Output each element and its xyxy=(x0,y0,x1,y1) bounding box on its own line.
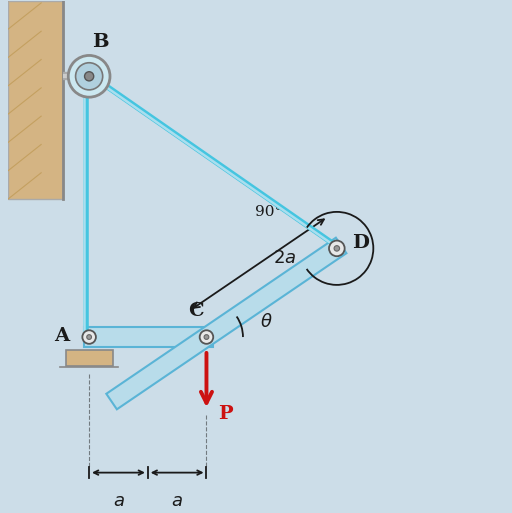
Circle shape xyxy=(204,334,209,340)
Text: C: C xyxy=(188,302,204,320)
Polygon shape xyxy=(106,238,347,409)
Text: 90°: 90° xyxy=(255,205,283,219)
Text: P: P xyxy=(218,405,232,423)
Circle shape xyxy=(334,246,339,251)
Bar xyxy=(66,350,113,366)
Text: $a$: $a$ xyxy=(171,492,183,510)
Circle shape xyxy=(200,330,213,344)
Text: $2a$: $2a$ xyxy=(273,249,296,267)
Circle shape xyxy=(68,55,110,97)
Text: $\theta$: $\theta$ xyxy=(260,313,273,331)
Text: $a$: $a$ xyxy=(113,492,124,510)
Circle shape xyxy=(76,63,103,90)
Text: A: A xyxy=(54,327,69,345)
Text: B: B xyxy=(92,33,109,51)
Circle shape xyxy=(84,72,94,81)
Circle shape xyxy=(82,330,96,344)
Bar xyxy=(8,1,63,199)
Circle shape xyxy=(87,334,92,340)
Bar xyxy=(84,327,212,347)
Circle shape xyxy=(329,241,345,256)
Text: D: D xyxy=(352,234,370,252)
